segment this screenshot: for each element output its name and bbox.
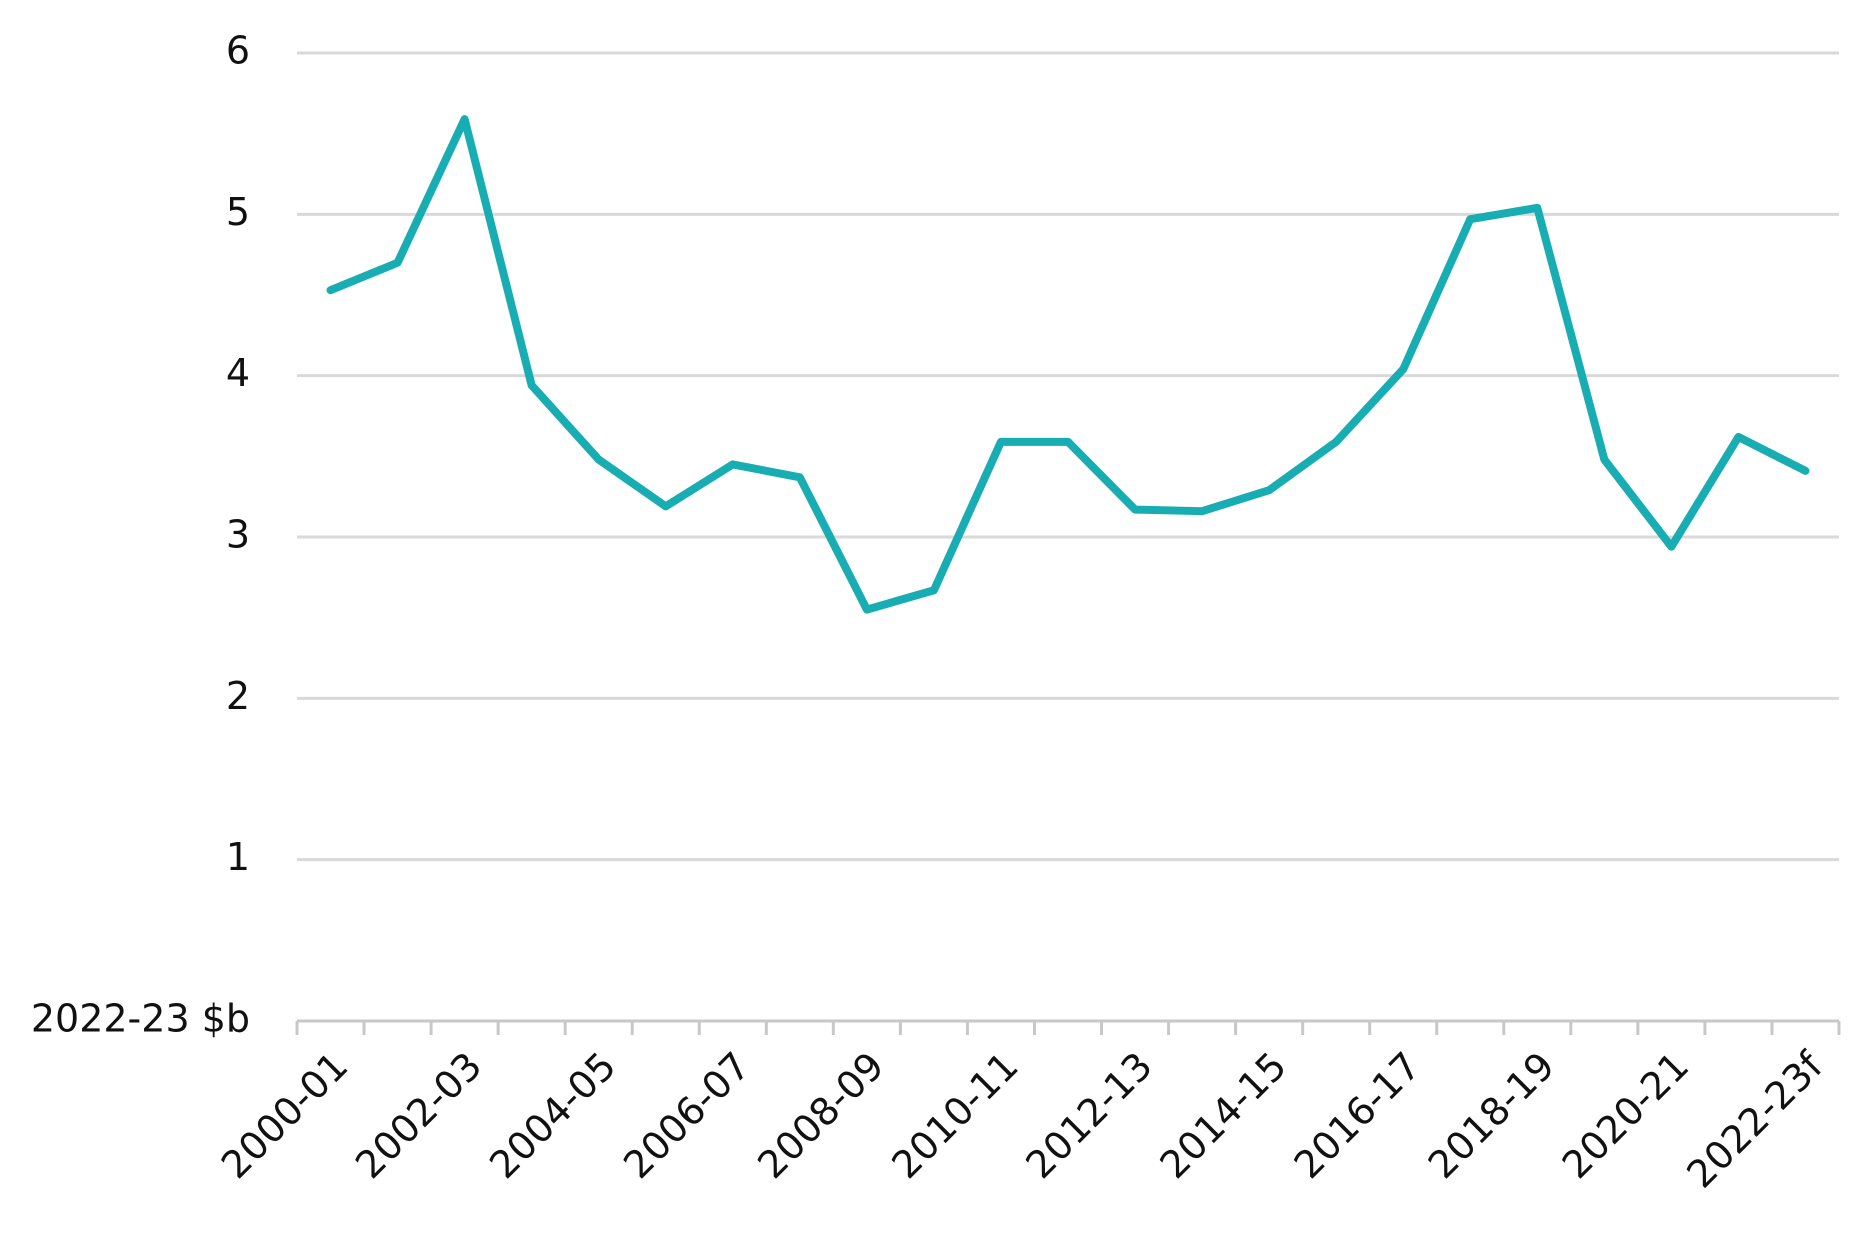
y-tick-label: 5: [226, 190, 250, 234]
y-tick-label: 6: [226, 29, 250, 73]
x-tick-label: 2022-23f: [1678, 1043, 1832, 1197]
x-tick-label: 2012-13: [1017, 1044, 1160, 1187]
y-tick-label: 3: [226, 513, 250, 557]
x-tick-label: 2006-07: [615, 1044, 758, 1187]
x-tick-label: 2008-09: [749, 1044, 892, 1187]
x-tick-label: 2004-05: [481, 1044, 624, 1187]
x-tick-label: 2002-03: [347, 1044, 490, 1187]
data-line: [326, 115, 1810, 614]
x-tick-label: 2014-15: [1152, 1044, 1295, 1187]
y-tick-label: 4: [226, 351, 250, 395]
y-tick-label: 1: [226, 835, 250, 879]
x-tick-label: 2000-01: [213, 1044, 356, 1187]
y-tick-label: 2022-23 $b: [31, 997, 250, 1041]
x-tick-label: 2018-19: [1420, 1044, 1563, 1187]
x-tick-label: 2020-21: [1554, 1044, 1697, 1187]
x-tick-label: 2016-17: [1286, 1044, 1429, 1187]
x-tick-label: 2010-11: [883, 1044, 1026, 1187]
y-tick-label: 2: [226, 674, 250, 718]
